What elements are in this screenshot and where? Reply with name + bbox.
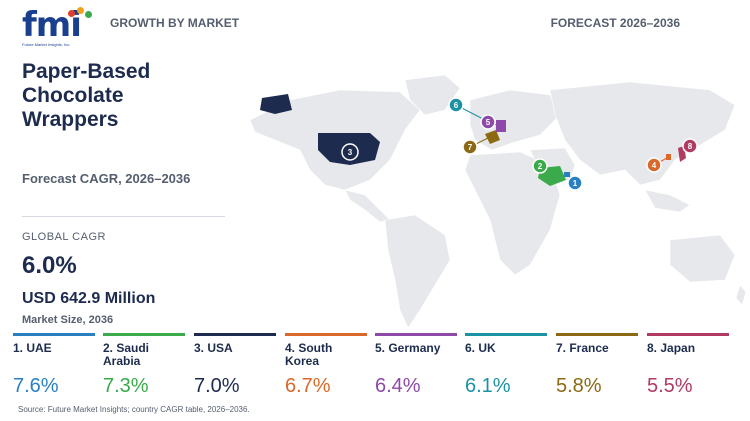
- australia-land: [669, 234, 736, 283]
- market-size-value: USD 642.9 Million: [22, 290, 156, 307]
- marker-7-label: 7: [468, 143, 473, 152]
- marker-8-japan: 8: [682, 138, 698, 154]
- country-bar: [647, 333, 729, 336]
- marker-1-uae: 1: [567, 175, 583, 191]
- fmi-logo: fmi Future Market Insights, Inc.: [22, 7, 92, 48]
- country-card-france: 7. France 5.8%: [556, 333, 640, 397]
- header-growth-label: GROWTH BY MARKET: [110, 16, 240, 30]
- country-card-uae: 1. UAE 7.6%: [13, 333, 97, 397]
- marker-5-label: 5: [486, 118, 491, 127]
- country-card-germany: 5. Germany 6.4%: [375, 333, 459, 397]
- country-name: 8. Japan: [647, 341, 696, 355]
- greenland-land: [404, 74, 461, 116]
- country-cagr-value: 6.4%: [375, 375, 421, 397]
- country-card-uk: 6. UK 6.1%: [465, 333, 549, 397]
- global-cagr-label: GLOBAL CAGR: [22, 231, 106, 243]
- country-bar: [13, 333, 95, 336]
- country-cagr-value: 6.1%: [465, 375, 511, 397]
- country-card-south-korea: 4. South Korea 6.7%: [285, 333, 369, 397]
- marker-5-germany: 5: [480, 114, 496, 130]
- header-forecast-label: FORECAST 2026–2036: [550, 16, 680, 30]
- country-card-saudi-arabia: 2. Saudi Arabia 7.3%: [103, 333, 187, 397]
- country-cagr-value: 7.0%: [194, 375, 240, 397]
- south-korea-region: [666, 154, 671, 160]
- marker-2-saudi-arabia: 2: [532, 158, 548, 174]
- report-title: Paper-Based Chocolate Wrappers: [22, 60, 151, 131]
- global-cagr-value: 6.0%: [22, 252, 77, 279]
- new-zealand-land: [735, 284, 747, 306]
- country-name: 2. Saudi Arabia: [103, 341, 150, 368]
- country-cagr-value: 5.5%: [647, 375, 693, 397]
- country-bar: [194, 333, 276, 336]
- south-america-land: [384, 214, 451, 329]
- country-bar: [103, 333, 185, 336]
- country-card-japan: 8. Japan 5.5%: [647, 333, 731, 397]
- forecast-cagr-label: Forecast CAGR, 2026–2036: [22, 171, 191, 186]
- marker-7-france: 7: [462, 139, 478, 155]
- marker-6-label: 6: [454, 101, 459, 110]
- southeast-asia-land: [644, 189, 691, 213]
- logo-dot-icon: [77, 7, 84, 14]
- marker-2-label: 2: [538, 162, 543, 171]
- marker-4-label: 4: [652, 161, 657, 170]
- divider: [22, 216, 225, 217]
- country-name: 6. UK: [465, 341, 496, 355]
- country-bar: [556, 333, 638, 336]
- country-cagr-value: 6.7%: [285, 375, 331, 397]
- country-name: 3. USA: [194, 341, 233, 355]
- alaska-region: [260, 94, 292, 114]
- country-name: 4. South Korea: [285, 341, 333, 368]
- marker-8-label: 8: [688, 142, 693, 151]
- central-america-land: [344, 189, 391, 223]
- country-card-usa: 3. USA 7.0%: [194, 333, 278, 397]
- country-bar: [375, 333, 457, 336]
- country-cagr-strip: 1. UAE 7.6% 2. Saudi Arabia 7.3% 3. USA …: [13, 333, 743, 403]
- country-name: 7. France: [556, 341, 609, 355]
- logo-subtext: Future Market Insights, Inc.: [22, 42, 71, 47]
- country-cagr-value: 7.3%: [103, 375, 149, 397]
- country-bar: [285, 333, 367, 336]
- map-markers: 1 2 3 4 5 6 7 8: [341, 97, 698, 191]
- market-size-label: Market Size, 2036: [22, 314, 114, 326]
- marker-3-usa: 3: [341, 143, 359, 161]
- marker-6-uk: 6: [448, 97, 464, 113]
- logo-dot-icon: [68, 10, 75, 17]
- country-bar: [465, 333, 547, 336]
- country-cagr-value: 7.6%: [13, 375, 59, 397]
- france-region: [485, 130, 500, 144]
- germany-region: [496, 120, 506, 132]
- asia-land: [549, 81, 736, 186]
- source-note: Source: Future Market Insights; country …: [18, 405, 250, 414]
- country-name: 1. UAE: [13, 341, 52, 355]
- marker-4-south-korea: 4: [646, 157, 662, 173]
- marker-1-label: 1: [573, 179, 578, 188]
- logo-dot-icon: [85, 11, 92, 18]
- country-name: 5. Germany: [375, 341, 441, 355]
- marker-3-label: 3: [348, 148, 353, 157]
- world-map: 1 2 3 4 5 6 7 8: [249, 74, 747, 329]
- country-cagr-value: 5.8%: [556, 375, 602, 397]
